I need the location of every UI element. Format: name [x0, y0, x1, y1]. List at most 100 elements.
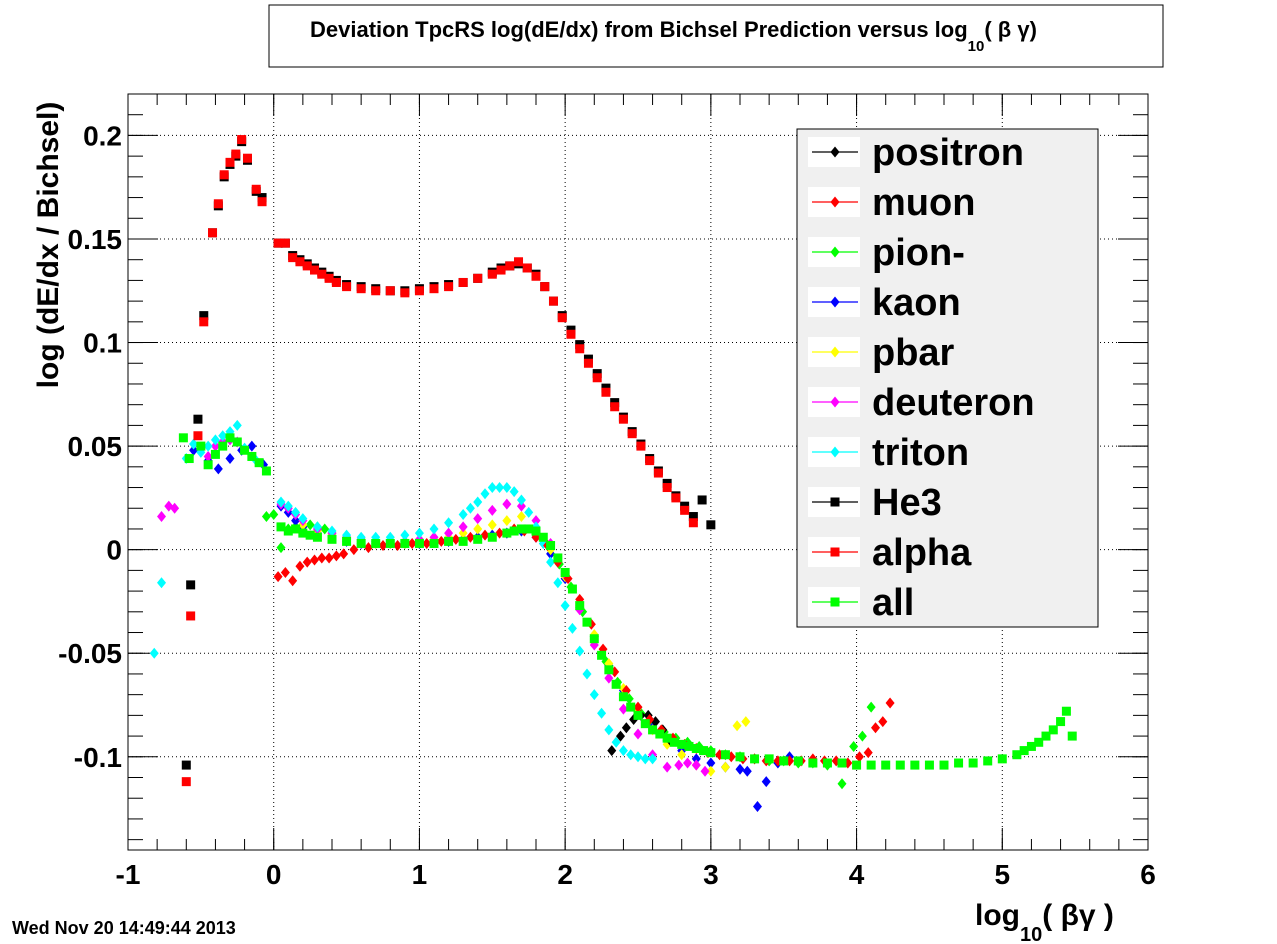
- x-axis-label-main: log: [975, 899, 1020, 932]
- data-point: [496, 265, 506, 275]
- data-point: [885, 697, 895, 709]
- data-point: [465, 502, 475, 514]
- data-point: [808, 758, 818, 768]
- data-point: [607, 745, 617, 757]
- data-point: [671, 493, 681, 503]
- data-point: [218, 441, 228, 451]
- data-point: [684, 741, 694, 751]
- data-point: [732, 720, 742, 732]
- data-point: [208, 228, 218, 238]
- data-point: [186, 611, 196, 621]
- data-point: [881, 760, 891, 770]
- data-point: [324, 273, 334, 283]
- data-point: [189, 444, 199, 456]
- data-point: [444, 517, 454, 529]
- data-point: [436, 535, 446, 547]
- data-point: [621, 722, 631, 734]
- data-point: [871, 722, 881, 734]
- data-point: [531, 515, 541, 527]
- x-tick-label: 0: [266, 859, 282, 890]
- data-point: [363, 542, 373, 554]
- data-point: [750, 754, 760, 764]
- data-point: [371, 538, 381, 548]
- data-point: [149, 647, 159, 659]
- data-point: [863, 747, 873, 759]
- chart-title: Deviation TpcRS log(dE/dx) from Bichsel …: [310, 17, 1037, 55]
- data-point: [473, 534, 483, 544]
- data-point: [295, 560, 305, 572]
- data-point: [540, 282, 550, 292]
- data-point: [458, 521, 468, 533]
- y-tick-label: -0.1: [74, 742, 122, 773]
- data-point: [310, 265, 320, 275]
- data-point: [261, 466, 271, 476]
- data-point: [677, 749, 687, 761]
- y-tick-label: -0.05: [58, 638, 122, 669]
- data-point: [610, 402, 620, 412]
- data-point: [597, 707, 607, 719]
- y-tick-label: 0.05: [68, 431, 123, 462]
- data-point: [480, 488, 490, 500]
- data-point: [473, 523, 483, 535]
- data-point: [458, 527, 468, 539]
- chart-title-subscript: 10: [968, 38, 985, 55]
- data-point: [997, 754, 1007, 764]
- data-point: [878, 716, 888, 728]
- data-point: [575, 645, 585, 657]
- legend-layer: positron muon pion-kaon pbar deuteron triton H…: [808, 132, 1035, 624]
- data-point: [531, 526, 541, 536]
- data-point: [567, 622, 577, 634]
- data-point: [232, 437, 242, 447]
- data-point: [697, 495, 707, 505]
- data-point: [356, 284, 366, 294]
- data-point: [849, 740, 859, 752]
- data-point: [157, 577, 167, 589]
- data-point: [648, 725, 658, 735]
- legend-label: all: [872, 582, 914, 624]
- data-point: [742, 765, 752, 777]
- data-point: [557, 313, 567, 323]
- data-point: [193, 414, 203, 424]
- data-point: [400, 529, 410, 541]
- data-point: [691, 753, 701, 765]
- data-point: [288, 253, 298, 263]
- data-point: [305, 530, 315, 540]
- x-tick-label: -1: [116, 859, 141, 890]
- data-point: [356, 538, 366, 548]
- data-point: [273, 238, 283, 248]
- data-point: [385, 538, 395, 548]
- data-point: [429, 523, 439, 535]
- tick-label-layer: -1 0 1 2 3 4 5 6 -0.1 -0.05 0 0.05 0.1 0.15 0.2: [58, 120, 1156, 890]
- data-point: [611, 679, 621, 689]
- data-point: [592, 373, 602, 383]
- data-point: [509, 486, 519, 498]
- data-point: [706, 520, 716, 530]
- data-point: [251, 184, 261, 194]
- data-point: [444, 527, 454, 539]
- data-point: [378, 540, 388, 552]
- data-point: [1048, 725, 1058, 735]
- data-point: [283, 500, 293, 512]
- data-point: [342, 536, 352, 546]
- data-point: [680, 505, 690, 515]
- data-point: [531, 271, 541, 281]
- data-point: [866, 760, 876, 770]
- data-point: [618, 745, 628, 757]
- data-point: [837, 758, 847, 768]
- data-point: [538, 532, 548, 542]
- data-point: [633, 701, 643, 713]
- legend-entry: He3: [808, 482, 942, 524]
- data-point: [240, 445, 250, 455]
- legend-label: kaon: [872, 282, 961, 324]
- data-point: [283, 526, 293, 536]
- data-point: [407, 537, 417, 549]
- data-point: [699, 746, 709, 756]
- data-point: [225, 453, 235, 465]
- data-point: [385, 286, 395, 296]
- y-axis-label: log (dE/dx / Bichsel): [32, 102, 65, 389]
- data-point: [677, 739, 687, 749]
- data-point: [516, 494, 526, 506]
- data-point: [320, 523, 330, 535]
- data-point: [291, 524, 301, 534]
- data-point: [487, 482, 497, 494]
